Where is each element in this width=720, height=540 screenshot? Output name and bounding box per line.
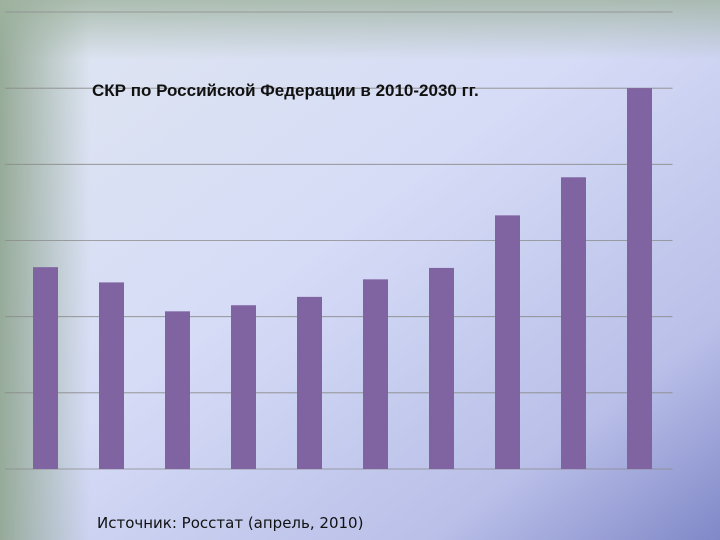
bar — [231, 305, 256, 469]
bar — [297, 296, 322, 469]
bar — [627, 88, 652, 470]
plot — [5, 11, 673, 470]
background-top — [0, 0, 720, 60]
source-note: Источник: Росстат (апрель, 2010) — [97, 514, 363, 532]
bar — [561, 177, 586, 469]
bar — [495, 215, 520, 469]
bar — [429, 267, 454, 469]
bar — [165, 311, 190, 469]
bar — [99, 282, 124, 469]
bar — [363, 279, 388, 469]
bar — [33, 267, 58, 469]
chart-title: СКР по Российской Федерации в 2010-2030 … — [92, 81, 479, 100]
